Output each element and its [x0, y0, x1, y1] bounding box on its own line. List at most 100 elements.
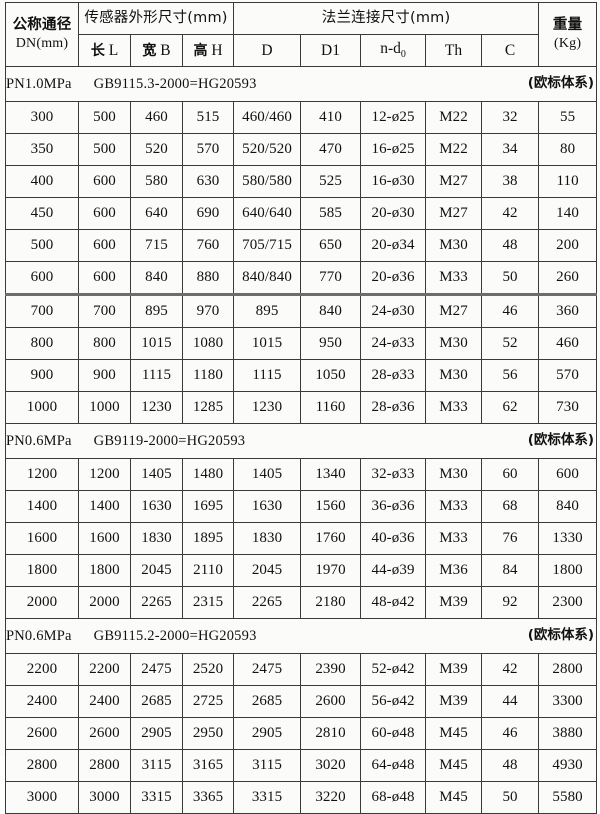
cell-n-d0: 32-ø33 — [360, 458, 427, 491]
cell-dn: 1400 — [5, 490, 79, 523]
header-d: D — [233, 34, 302, 67]
cell-length: 600 — [78, 229, 131, 262]
cell-length: 2400 — [78, 685, 131, 718]
cell-length: 2800 — [78, 749, 131, 782]
cell-d: 840/840 — [233, 261, 302, 296]
cell-dn: 2800 — [5, 749, 79, 782]
header-group-sensor-dimensions: 传感器外形尺寸(mm) — [77, 2, 235, 35]
cell-c: 38 — [481, 165, 540, 198]
cell-weight: 260 — [538, 261, 598, 296]
cell-d: 3315 — [233, 781, 302, 814]
header-height: 高 H — [181, 34, 235, 67]
cell-d: 2685 — [233, 685, 302, 718]
cell-height: 1080 — [181, 327, 235, 360]
cell-n-d0: 60-ø48 — [360, 717, 427, 750]
cell-th: M30 — [425, 458, 483, 491]
cell-weight: 3300 — [538, 685, 598, 718]
table-row: 2200 2200 2475 2520 2475 2390 52-ø42 M39 42 2800 — [5, 653, 598, 686]
cell-height: 630 — [181, 165, 235, 198]
cell-d1: 1050 — [300, 359, 362, 392]
cell-width: 715 — [130, 229, 183, 262]
cell-width: 2905 — [130, 717, 183, 750]
cell-width: 1405 — [130, 458, 183, 491]
cell-d: 1830 — [233, 522, 302, 555]
cell-c: 50 — [481, 781, 540, 814]
cell-d1: 525 — [300, 165, 362, 198]
cell-length: 2000 — [78, 586, 131, 619]
section-band-row: PN0.6MPa GB9119-2000=HG20593 (欧标体系) — [4, 423, 598, 459]
cell-length: 1800 — [78, 554, 131, 587]
cell-d1: 1760 — [300, 522, 362, 555]
cell-weight: 570 — [538, 359, 598, 392]
cell-n-d0: 44-ø39 — [360, 554, 427, 587]
header-row-group: 公称通径 DN(mm) 传感器外形尺寸(mm) 法兰连接尺寸(mm) 重量 (K… — [5, 2, 598, 67]
table-row: 600 600 840 880 840/840 770 20-ø36 M33 50 260 — [5, 261, 598, 296]
cell-th: M27 — [425, 197, 483, 230]
cell-c: 92 — [481, 586, 540, 619]
section-band: PN0.6MPa GB9119-2000=HG20593 (欧标体系) — [4, 423, 598, 459]
cell-length: 500 — [78, 101, 131, 134]
table-row: 1200 1200 1405 1480 1405 1340 32-ø33 M30 60 600 — [5, 458, 598, 491]
cell-c: 42 — [481, 653, 540, 686]
cell-c: 84 — [481, 554, 540, 587]
cell-d: 705/715 — [233, 229, 302, 262]
cell-height: 880 — [181, 261, 235, 296]
cell-d1: 410 — [300, 101, 362, 134]
cell-n-d0: 64-ø48 — [360, 749, 427, 782]
cell-d: 1630 — [233, 490, 302, 523]
cell-weight: 5580 — [538, 781, 598, 814]
table-row: 400 600 580 630 580/580 525 16-ø30 M27 38 110 — [5, 165, 598, 198]
header-height-cn: 高 — [193, 42, 208, 59]
cell-width: 460 — [130, 101, 183, 134]
cell-n-d0: 68-ø48 — [360, 781, 427, 814]
header-group-flange-dimensions: 法兰连接尺寸(mm) — [233, 2, 540, 35]
cell-height: 2315 — [181, 586, 235, 619]
cell-d1: 2600 — [300, 685, 362, 718]
cell-width: 640 — [130, 197, 183, 230]
table-body: PN1.0MPa GB9115.3-2000=HG20593 (欧标体系) 300 50… — [4, 66, 598, 814]
cell-width: 1830 — [130, 522, 183, 555]
cell-d: 2265 — [233, 586, 302, 619]
section-pressure-rating: PN1.0MPa — [6, 75, 72, 92]
section-band-inner: PN0.6MPa GB9115.2-2000=HG20593 (欧标体系) — [6, 628, 596, 645]
section-standard-system: (欧标体系) — [527, 432, 595, 449]
section-band-inner: PN1.0MPa GB9115.3-2000=HG20593 (欧标体系) — [6, 76, 596, 93]
cell-length: 900 — [78, 359, 131, 392]
cell-th: M39 — [425, 586, 483, 619]
cell-weight: 600 — [538, 458, 598, 491]
cell-th: M33 — [425, 522, 483, 555]
cell-n-d0: 24-ø33 — [360, 327, 427, 360]
cell-c: 68 — [481, 490, 540, 523]
header-n-d0-main: n-d — [380, 40, 401, 58]
cell-dn: 800 — [5, 327, 79, 360]
cell-d: 1405 — [233, 458, 302, 491]
header-n-d0: n-d0 — [360, 34, 427, 67]
cell-width: 580 — [130, 165, 183, 198]
section-band: PN0.6MPa GB9115.2-2000=HG20593 (欧标体系) — [4, 618, 598, 654]
cell-length: 1000 — [78, 391, 131, 424]
cell-n-d0: 16-ø30 — [360, 165, 427, 198]
header-n-d0-subscript: 0 — [400, 49, 406, 61]
cell-d: 2045 — [233, 554, 302, 587]
cell-d: 2905 — [233, 717, 302, 750]
cell-weight: 4930 — [538, 749, 598, 782]
cell-d: 1015 — [233, 327, 302, 360]
cell-c: 34 — [481, 133, 540, 166]
header-weight: 重量 (Kg) — [538, 2, 598, 67]
cell-width: 2045 — [130, 554, 183, 587]
cell-height: 1695 — [181, 490, 235, 523]
cell-d1: 3220 — [300, 781, 362, 814]
cell-d: 2475 — [233, 653, 302, 686]
cell-weight: 1330 — [538, 522, 598, 555]
cell-dn: 700 — [5, 294, 79, 328]
cell-length: 800 — [78, 327, 131, 360]
cell-c: 46 — [481, 294, 540, 328]
header-weight-unit: (Kg) — [553, 36, 582, 52]
cell-dn: 2000 — [5, 586, 79, 619]
cell-dn: 400 — [5, 165, 79, 198]
cell-th: M36 — [425, 554, 483, 587]
cell-width: 2265 — [130, 586, 183, 619]
cell-length: 3000 — [78, 781, 131, 814]
cell-height: 1895 — [181, 522, 235, 555]
cell-width: 1630 — [130, 490, 183, 523]
